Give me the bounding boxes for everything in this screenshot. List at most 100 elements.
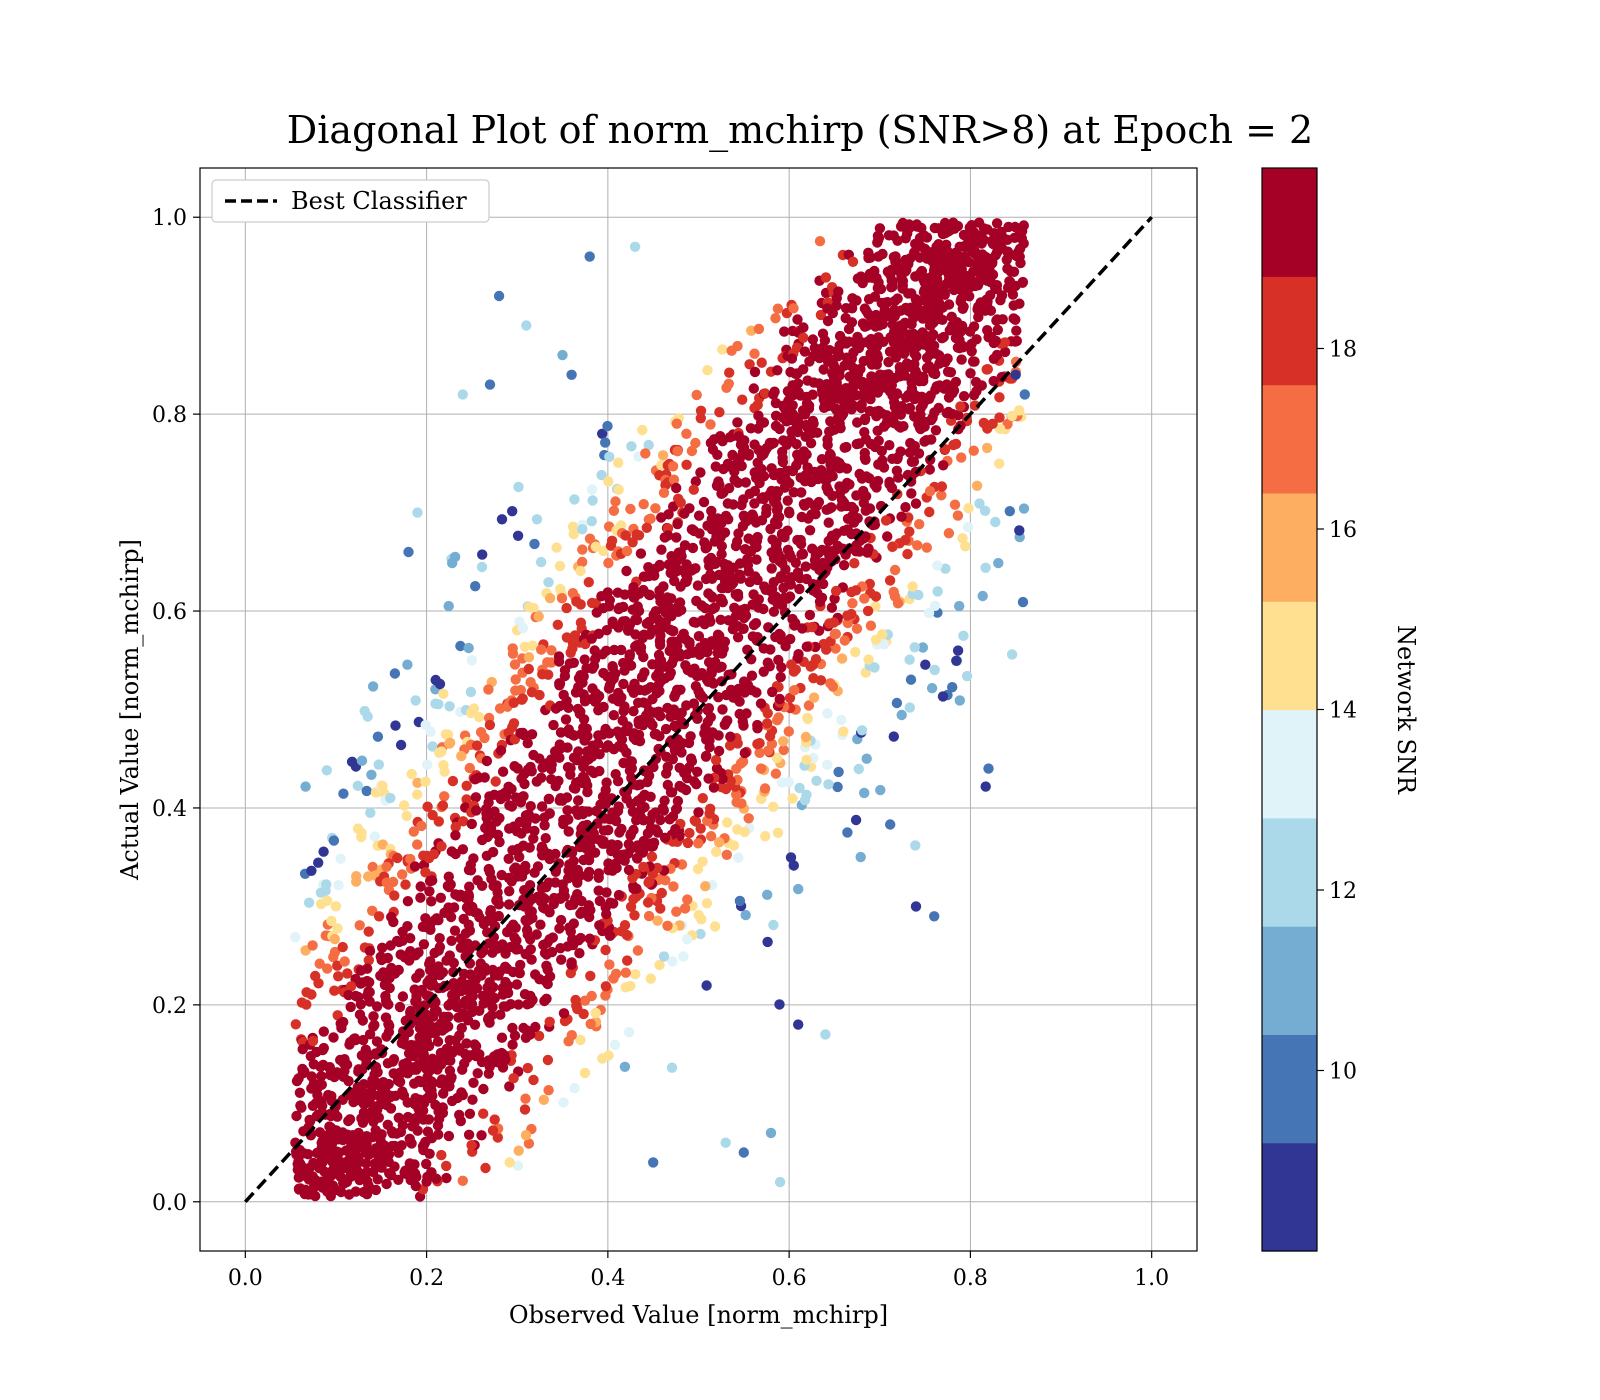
- scatter-point: [818, 364, 829, 375]
- scatter-point: [404, 1158, 415, 1169]
- scatter-point: [412, 789, 423, 800]
- scatter-point: [938, 460, 949, 471]
- scatter-point: [618, 601, 629, 613]
- scatter-point: [705, 419, 716, 430]
- scatter-point: [742, 560, 754, 571]
- scatter-point: [444, 1065, 456, 1077]
- scatter-point: [951, 655, 962, 666]
- colorbar-tick-label: 16: [1329, 518, 1357, 543]
- scatter-point: [627, 537, 638, 548]
- scatter-point: [577, 524, 588, 535]
- scatter-point: [714, 407, 725, 418]
- scatter-point: [444, 701, 455, 712]
- scatter-point: [762, 718, 773, 729]
- scatter-point: [762, 936, 773, 948]
- scatter-point: [437, 967, 449, 978]
- scatter-point: [666, 1062, 678, 1073]
- scatter-point: [751, 554, 762, 565]
- scatter-point: [313, 978, 324, 989]
- scatter-point: [372, 1067, 383, 1078]
- scatter-point: [510, 674, 521, 685]
- scatter-point: [577, 556, 588, 568]
- scatter-point: [595, 799, 606, 810]
- scatter-point: [528, 833, 539, 844]
- scatter-point: [332, 1111, 343, 1122]
- scatter-point: [842, 610, 853, 621]
- scatter-point: [320, 885, 331, 896]
- scatter-point: [932, 586, 943, 597]
- scatter-point: [824, 448, 836, 460]
- scatter-point: [949, 499, 961, 510]
- scatter-point: [921, 352, 933, 363]
- scatter-point: [675, 497, 686, 508]
- scatter-point: [475, 958, 486, 969]
- scatter-point: [1017, 596, 1029, 608]
- scatter-point: [322, 963, 333, 974]
- scatter-point: [799, 476, 811, 487]
- scatter-point: [344, 1114, 356, 1125]
- scatter-point: [332, 923, 343, 934]
- scatter-point: [364, 977, 375, 988]
- scatter-point: [373, 1090, 385, 1102]
- scatter-point: [307, 1035, 319, 1047]
- scatter-point: [384, 1168, 395, 1179]
- scatter-point: [729, 602, 740, 613]
- scatter-point: [526, 766, 537, 777]
- scatter-point: [578, 761, 589, 773]
- scatter-point: [494, 812, 505, 824]
- scatter-point: [422, 759, 433, 770]
- scatter-point: [668, 474, 680, 485]
- scatter-point: [712, 449, 723, 460]
- scatter-point: [436, 1074, 448, 1085]
- scatter-point: [913, 418, 924, 430]
- scatter-point: [362, 711, 373, 722]
- colorbar-segment: [1262, 168, 1317, 277]
- scatter-point: [680, 660, 691, 671]
- scatter-point: [548, 719, 559, 731]
- scatter-point: [633, 605, 645, 617]
- scatter-point: [420, 1136, 431, 1148]
- scatter-point: [830, 643, 841, 654]
- scatter-point: [863, 654, 874, 665]
- scatter-point: [990, 516, 1001, 528]
- scatter-point: [842, 827, 853, 838]
- scatter-point: [721, 689, 732, 701]
- scatter-point: [856, 399, 867, 410]
- scatter-point: [493, 899, 505, 910]
- scatter-point: [768, 801, 779, 812]
- scatter-point: [483, 1012, 494, 1024]
- scatter-point: [519, 989, 531, 1000]
- scatter-point: [717, 704, 728, 715]
- scatter-point: [616, 644, 627, 656]
- scatter-point: [662, 761, 673, 773]
- scatter-point: [716, 782, 727, 793]
- scatter-point: [406, 768, 417, 780]
- scatter-point: [827, 307, 838, 319]
- scatter-point: [438, 688, 449, 699]
- scatter-point: [381, 1031, 392, 1042]
- scatter-point: [658, 581, 669, 592]
- scatter-point: [768, 389, 779, 400]
- scatter-point: [563, 826, 574, 837]
- scatter-point: [873, 459, 884, 470]
- scatter-point: [732, 824, 743, 835]
- scatter-point: [485, 828, 496, 839]
- scatter-point: [290, 1019, 301, 1030]
- scatter-point: [978, 417, 989, 429]
- scatter-point: [564, 922, 575, 933]
- x-tick-label: 0.8: [953, 1266, 988, 1291]
- scatter-point: [476, 561, 488, 573]
- scatter-point: [759, 783, 771, 794]
- scatter-point: [602, 587, 613, 598]
- scatter-point: [693, 807, 704, 818]
- scatter-point: [448, 957, 459, 969]
- scatter-point: [670, 824, 681, 835]
- scatter-point: [484, 719, 496, 731]
- scatter-point: [967, 356, 979, 367]
- scatter-point: [917, 308, 928, 319]
- scatter-point: [339, 956, 350, 967]
- scatter-point: [970, 376, 982, 388]
- scatter-point: [627, 806, 639, 817]
- scatter-point: [688, 484, 699, 495]
- scatter-point: [906, 319, 917, 330]
